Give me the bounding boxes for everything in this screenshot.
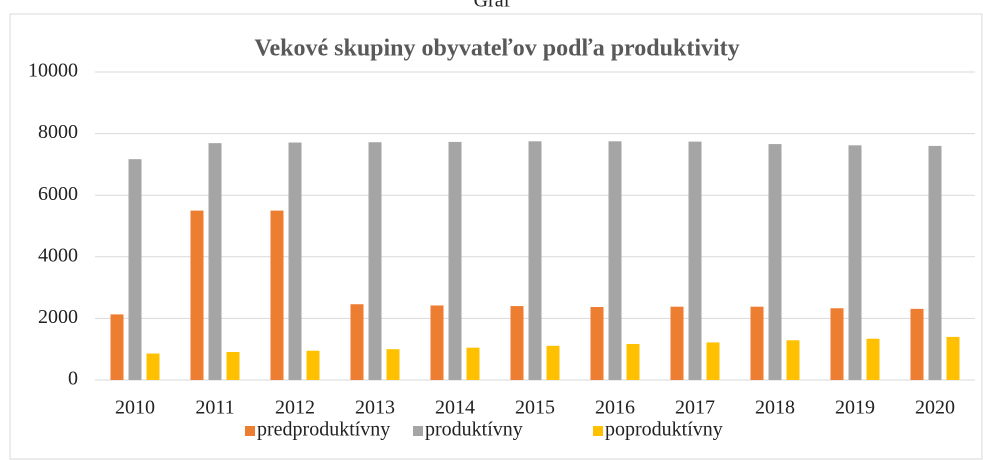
x-tick-label: 2015: [515, 397, 555, 419]
bar: [946, 336, 960, 380]
y-tick-label: 4000: [38, 244, 78, 266]
legend-swatch: [245, 426, 255, 436]
bar: [688, 141, 702, 380]
bar: [910, 308, 924, 380]
bar: [830, 308, 844, 380]
y-tick-label: 10000: [28, 60, 78, 82]
bar: [528, 141, 542, 380]
legend-swatch: [593, 426, 603, 436]
y-tick-label: 0: [68, 368, 78, 390]
bar: [608, 141, 622, 380]
y-tick-label: 6000: [38, 183, 78, 205]
bar: [510, 306, 524, 380]
legend-swatch: [413, 426, 423, 436]
legend-label: produktívny: [425, 419, 523, 441]
bar: [670, 306, 684, 380]
bar: [750, 306, 764, 380]
bar: [928, 145, 942, 380]
bar: [466, 347, 480, 380]
x-tick-label: 2014: [435, 397, 475, 419]
bar: [368, 142, 382, 380]
bar: [386, 349, 400, 380]
legend-label: poproduktívny: [605, 419, 723, 441]
bar: [190, 210, 204, 380]
x-tick-label: 2019: [835, 397, 875, 419]
bar: [110, 314, 124, 380]
bar: [350, 304, 364, 380]
bar: [590, 307, 604, 380]
bar: [848, 145, 862, 380]
x-tick-label: 2016: [595, 397, 635, 419]
x-tick-label: 2020: [915, 397, 955, 419]
bar: [208, 143, 222, 380]
legend-label: predproduktívny: [257, 419, 390, 441]
bar: [786, 340, 800, 380]
bar: [430, 305, 444, 380]
bar: [270, 210, 284, 380]
x-tick-label: 2018: [755, 397, 795, 419]
bar: [288, 142, 302, 380]
bar: [626, 343, 640, 380]
bar: [226, 351, 240, 380]
bar: [546, 345, 560, 380]
chart-title: Vekové skupiny obyvateľov podľa produkti…: [254, 36, 739, 62]
chart-border: [9, 13, 983, 460]
bar: [448, 141, 462, 380]
y-tick-label: 2000: [38, 306, 78, 328]
bar: [146, 353, 160, 380]
x-tick-label: 2012: [275, 397, 315, 419]
bar: [306, 350, 320, 380]
y-tick-label: 8000: [38, 121, 78, 143]
bar: [128, 159, 142, 380]
bar: [768, 144, 782, 380]
bar: [706, 342, 720, 380]
x-tick-label: 2010: [115, 397, 155, 419]
bar: [866, 338, 880, 380]
x-tick-label: 2011: [195, 397, 234, 419]
x-tick-label: 2017: [675, 397, 715, 419]
x-tick-label: 2013: [355, 397, 395, 419]
page-title: Graf: [474, 0, 511, 12]
